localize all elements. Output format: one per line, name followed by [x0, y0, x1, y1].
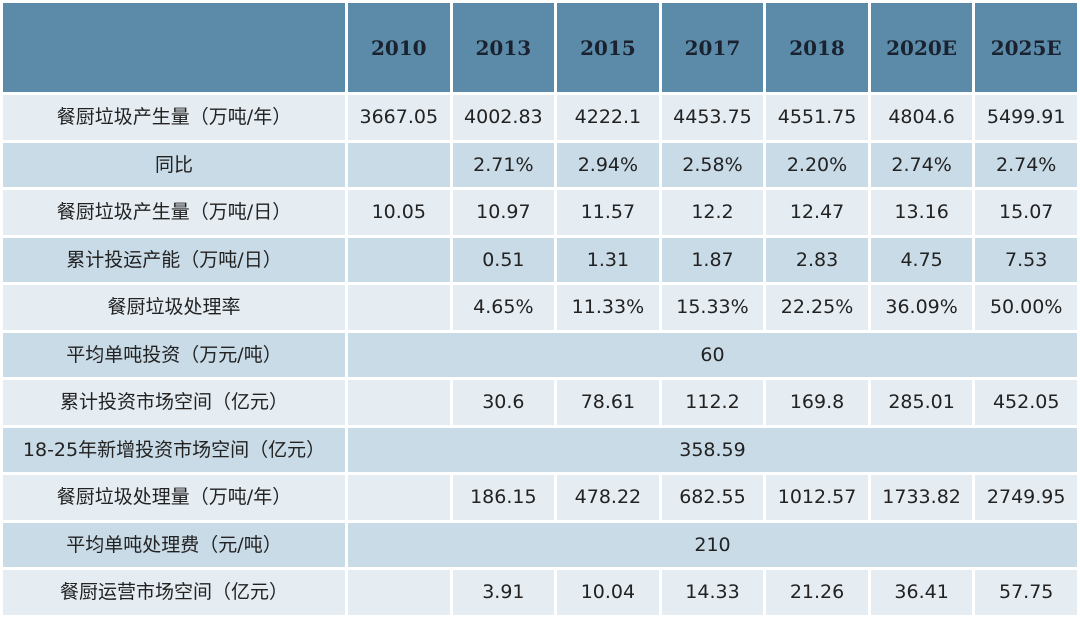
table-cell: 1733.82 [870, 475, 973, 520]
header-year: 2013 [452, 3, 555, 92]
table-cell: 50.00% [975, 285, 1077, 330]
table-cell: 285.01 [870, 380, 973, 425]
table-cell: 2.20% [766, 142, 868, 187]
table-cell: 452.05 [975, 380, 1077, 425]
header-year: 2020E [870, 3, 973, 92]
table-cell: 4.75 [870, 237, 973, 282]
table-cell: 36.09% [870, 285, 973, 330]
table-cell: 4551.75 [766, 95, 868, 140]
merged-cell: 60 [348, 332, 1077, 377]
table-cell: 112.2 [661, 380, 764, 425]
table-cell: 4.65% [452, 285, 555, 330]
table-cell [348, 380, 450, 425]
header-year: 2015 [557, 3, 659, 92]
table-row: 累计投运产能（万吨/日） 0.51 1.31 1.87 2.83 4.75 7.53 [3, 237, 1077, 282]
table-cell: 14.33 [661, 570, 764, 615]
table-row: 平均单吨投资（万元/吨） 60 [3, 332, 1077, 377]
table-row: 平均单吨处理费（元/吨） 210 [3, 522, 1077, 567]
table-cell: 12.2 [661, 190, 764, 235]
header-year: 2010 [348, 3, 450, 92]
table-cell: 2.74% [870, 142, 973, 187]
table-cell: 78.61 [557, 380, 659, 425]
header-year: 2017 [661, 3, 764, 92]
table-row: 累计投资市场空间（亿元） 30.6 78.61 112.2 169.8 285.01 452… [3, 380, 1077, 425]
table-cell: 3.91 [452, 570, 555, 615]
table-cell: 15.33% [661, 285, 764, 330]
table-cell: 21.26 [766, 570, 868, 615]
table-cell: 4804.6 [870, 95, 973, 140]
table-cell [348, 237, 450, 282]
table-cell: 1.87 [661, 237, 764, 282]
table-cell: 30.6 [452, 380, 555, 425]
header-corner [3, 3, 345, 92]
table-cell: 4222.1 [557, 95, 659, 140]
table-cell: 15.07 [975, 190, 1077, 235]
header-year: 2018 [766, 3, 868, 92]
row-label: 平均单吨处理费（元/吨） [3, 522, 345, 567]
row-label: 累计投资市场空间（亿元） [3, 380, 345, 425]
row-label: 餐厨垃圾产生量（万吨/日） [3, 190, 345, 235]
table-cell: 3667.05 [348, 95, 450, 140]
table-cell: 2.71% [452, 142, 555, 187]
table-row: 同比 2.71% 2.94% 2.58% 2.20% 2.74% 2.74% [3, 142, 1077, 187]
table-cell: 10.97 [452, 190, 555, 235]
table-cell: 4002.83 [452, 95, 555, 140]
table-row: 餐厨垃圾产生量（万吨/年） 3667.05 4002.83 4222.1 4453.75… [3, 95, 1077, 140]
merged-cell: 358.59 [348, 427, 1077, 472]
table-cell: 7.53 [975, 237, 1077, 282]
merged-cell: 210 [348, 522, 1077, 567]
table-row: 餐厨运营市场空间（亿元） 3.91 10.04 14.33 21.26 36.41 57.7… [3, 570, 1077, 615]
table-cell: 1.31 [557, 237, 659, 282]
table-cell: 2.94% [557, 142, 659, 187]
table-cell: 10.05 [348, 190, 450, 235]
table-cell: 1012.57 [766, 475, 868, 520]
table-cell: 2.83 [766, 237, 868, 282]
table-cell: 57.75 [975, 570, 1077, 615]
table-cell: 4453.75 [661, 95, 764, 140]
table-cell [348, 570, 450, 615]
table-cell: 169.8 [766, 380, 868, 425]
table-row: 餐厨垃圾产生量（万吨/日） 10.05 10.97 11.57 12.2 12.47 13.… [3, 190, 1077, 235]
table-cell [348, 142, 450, 187]
row-label: 累计投运产能（万吨/日） [3, 237, 345, 282]
table-cell: 36.41 [870, 570, 973, 615]
table-row: 餐厨垃圾处理率 4.65% 11.33% 15.33% 22.25% 36.09% 50.0… [3, 285, 1077, 330]
row-label: 餐厨运营市场空间（亿元） [3, 570, 345, 615]
table-cell: 22.25% [766, 285, 868, 330]
table-cell: 2.58% [661, 142, 764, 187]
table-cell: 10.04 [557, 570, 659, 615]
table-cell [348, 285, 450, 330]
header-row: 2010 2013 2015 2017 2018 2020E 2025E [3, 3, 1077, 92]
table-cell: 5499.91 [975, 95, 1077, 140]
table-row: 18-25年新增投资市场空间（亿元） 358.59 [3, 427, 1077, 472]
table-cell: 13.16 [870, 190, 973, 235]
table-cell [348, 475, 450, 520]
table-cell: 682.55 [661, 475, 764, 520]
table-cell: 0.51 [452, 237, 555, 282]
row-label: 餐厨垃圾处理量（万吨/年） [3, 475, 345, 520]
table-cell: 2.74% [975, 142, 1077, 187]
table-cell: 2749.95 [975, 475, 1077, 520]
row-label: 餐厨垃圾处理率 [3, 285, 345, 330]
table-cell: 11.33% [557, 285, 659, 330]
row-label: 平均单吨投资（万元/吨） [3, 332, 345, 377]
table-cell: 12.47 [766, 190, 868, 235]
table-cell: 478.22 [557, 475, 659, 520]
header-year: 2025E [975, 3, 1077, 92]
row-label: 同比 [3, 142, 345, 187]
table-cell: 186.15 [452, 475, 555, 520]
table-row: 餐厨垃圾处理量（万吨/年） 186.15 478.22 682.55 1012.57 17… [3, 475, 1077, 520]
table-cell: 11.57 [557, 190, 659, 235]
row-label: 餐厨垃圾产生量（万吨/年） [3, 95, 345, 140]
row-label: 18-25年新增投资市场空间（亿元） [3, 427, 345, 472]
